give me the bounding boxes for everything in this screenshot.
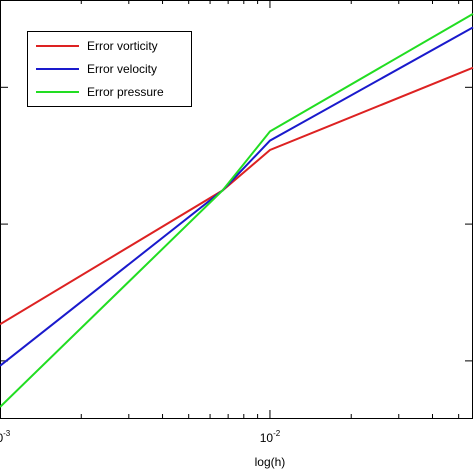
series-line-error-velocity: [0, 26, 474, 367]
legend-label: Error pressure: [87, 85, 164, 99]
x-tick-labels: 10-3 10-2: [0, 429, 281, 445]
series-line-error-pressure: [0, 13, 474, 408]
plot-frame: [0, 0, 473, 419]
series-line-error-vorticity: [0, 66, 474, 326]
legend-label: Error velocity: [87, 62, 157, 76]
legend: Error vorticity Error velocity Error press…: [27, 31, 192, 107]
x-axis-label: log(h): [255, 455, 286, 469]
x-ticks: [0, 0, 460, 418]
plot-area: [0, 0, 474, 419]
y-ticks: [0, 86, 473, 362]
legend-label: Error vorticity: [87, 39, 158, 53]
x-tick-label: 10-2: [260, 429, 281, 445]
x-tick-label: 10-3: [0, 429, 11, 445]
series-layer: [0, 13, 474, 408]
